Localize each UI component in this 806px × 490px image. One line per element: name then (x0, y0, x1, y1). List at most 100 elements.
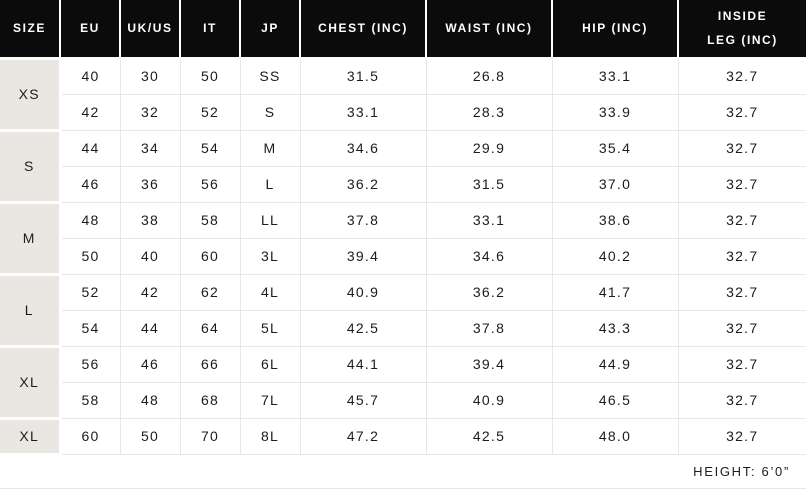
column-header-waist: WAIST (INC) (425, 0, 553, 59)
cell-jp: S (239, 93, 301, 131)
size-group-label: L (0, 272, 62, 348)
column-header-size: SIZE (0, 0, 61, 59)
table-row: 58 48 68 7L 45.7 40.9 46.5 32.7 (0, 381, 806, 419)
column-header-jp: JP (239, 0, 301, 59)
cell-it: 56 (179, 165, 241, 203)
column-header-inside-leg: INSIDE LEG (INC) (677, 0, 806, 59)
cell-waist: 37.8 (425, 309, 553, 347)
cell-hip: 33.1 (551, 57, 679, 95)
table-row: XL 56 46 66 6L 44.1 39.4 44.9 32.7 (0, 344, 806, 420)
column-header-it: IT (179, 0, 241, 59)
table-row: 54 44 64 5L 42.5 37.8 43.3 32.7 (0, 309, 806, 347)
cell-uk-us: 40 (119, 237, 181, 275)
cell-inside-leg: 32.7 (677, 129, 806, 167)
column-header-chest: CHEST (INC) (299, 0, 427, 59)
table-row: 46 36 56 L 36.2 31.5 37.0 32.7 (0, 165, 806, 203)
cell-inside-leg: 32.7 (677, 165, 806, 203)
cell-eu: 40 (59, 57, 121, 95)
cell-uk-us: 48 (119, 381, 181, 419)
cell-eu: 46 (59, 165, 121, 203)
cell-chest: 42.5 (299, 309, 427, 347)
cell-jp: 3L (239, 237, 301, 275)
cell-jp: SS (239, 57, 301, 95)
cell-inside-leg: 32.7 (677, 57, 806, 95)
column-header-uk-us: UK/US (119, 0, 181, 59)
cell-eu: 42 (59, 93, 121, 131)
cell-eu: 56 (59, 345, 121, 383)
cell-uk-us: 38 (119, 201, 181, 239)
cell-chest: 45.7 (299, 381, 427, 419)
cell-inside-leg: 32.7 (677, 417, 806, 455)
column-header-eu: EU (59, 0, 121, 59)
height-note: HEIGHT: 6’0” (0, 453, 806, 489)
column-header-hip: HIP (INC) (551, 0, 679, 59)
cell-chest: 31.5 (299, 57, 427, 95)
cell-hip: 43.3 (551, 309, 679, 347)
cell-it: 62 (179, 273, 241, 311)
cell-hip: 40.2 (551, 237, 679, 275)
cell-waist: 26.8 (425, 57, 553, 95)
cell-hip: 35.4 (551, 129, 679, 167)
table-row: S 44 34 54 M 34.6 29.9 35.4 32.7 (0, 128, 806, 204)
cell-jp: 4L (239, 273, 301, 311)
cell-inside-leg: 32.7 (677, 345, 806, 383)
cell-jp: M (239, 129, 301, 167)
table-row: 50 40 60 3L 39.4 34.6 40.2 32.7 (0, 237, 806, 275)
cell-eu: 52 (59, 273, 121, 311)
cell-it: 64 (179, 309, 241, 347)
table-body: XS 40 30 50 SS 31.5 26.8 33.1 32.7 42 32… (0, 56, 806, 489)
cell-waist: 34.6 (425, 237, 553, 275)
header-row: SIZE EU UK/US IT JP CHEST (INC) WAIST (I… (0, 0, 806, 59)
cell-it: 66 (179, 345, 241, 383)
cell-hip: 41.7 (551, 273, 679, 311)
cell-chest: 37.8 (299, 201, 427, 239)
cell-waist: 42.5 (425, 417, 553, 455)
cell-jp: 6L (239, 345, 301, 383)
cell-inside-leg: 32.7 (677, 237, 806, 275)
cell-uk-us: 34 (119, 129, 181, 167)
cell-uk-us: 32 (119, 93, 181, 131)
cell-jp: 5L (239, 309, 301, 347)
cell-inside-leg: 32.7 (677, 93, 806, 131)
cell-uk-us: 36 (119, 165, 181, 203)
table-row: XL 60 50 70 8L 47.2 42.5 48.0 32.7 (0, 416, 806, 456)
cell-hip: 37.0 (551, 165, 679, 203)
cell-inside-leg: 32.7 (677, 381, 806, 419)
cell-uk-us: 50 (119, 417, 181, 455)
cell-eu: 58 (59, 381, 121, 419)
cell-waist: 28.3 (425, 93, 553, 131)
cell-uk-us: 46 (119, 345, 181, 383)
cell-jp: 8L (239, 417, 301, 455)
cell-uk-us: 44 (119, 309, 181, 347)
cell-hip: 38.6 (551, 201, 679, 239)
size-group-label: M (0, 200, 62, 276)
cell-waist: 33.1 (425, 201, 553, 239)
cell-hip: 46.5 (551, 381, 679, 419)
cell-waist: 31.5 (425, 165, 553, 203)
cell-uk-us: 42 (119, 273, 181, 311)
table-footer-row: HEIGHT: 6’0” (0, 453, 806, 489)
cell-it: 68 (179, 381, 241, 419)
cell-it: 60 (179, 237, 241, 275)
cell-jp: LL (239, 201, 301, 239)
table-row: M 48 38 58 LL 37.8 33.1 38.6 32.7 (0, 200, 806, 276)
cell-waist: 29.9 (425, 129, 553, 167)
cell-waist: 36.2 (425, 273, 553, 311)
cell-uk-us: 30 (119, 57, 181, 95)
size-group-label: XL (0, 416, 62, 456)
cell-chest: 36.2 (299, 165, 427, 203)
cell-chest: 44.1 (299, 345, 427, 383)
table-row: XS 40 30 50 SS 31.5 26.8 33.1 32.7 (0, 56, 806, 132)
cell-hip: 48.0 (551, 417, 679, 455)
cell-chest: 34.6 (299, 129, 427, 167)
cell-it: 70 (179, 417, 241, 455)
cell-inside-leg: 32.7 (677, 273, 806, 311)
cell-jp: 7L (239, 381, 301, 419)
cell-eu: 50 (59, 237, 121, 275)
cell-eu: 44 (59, 129, 121, 167)
table-header: SIZE EU UK/US IT JP CHEST (INC) WAIST (I… (0, 0, 806, 59)
cell-eu: 60 (59, 417, 121, 455)
cell-hip: 33.9 (551, 93, 679, 131)
